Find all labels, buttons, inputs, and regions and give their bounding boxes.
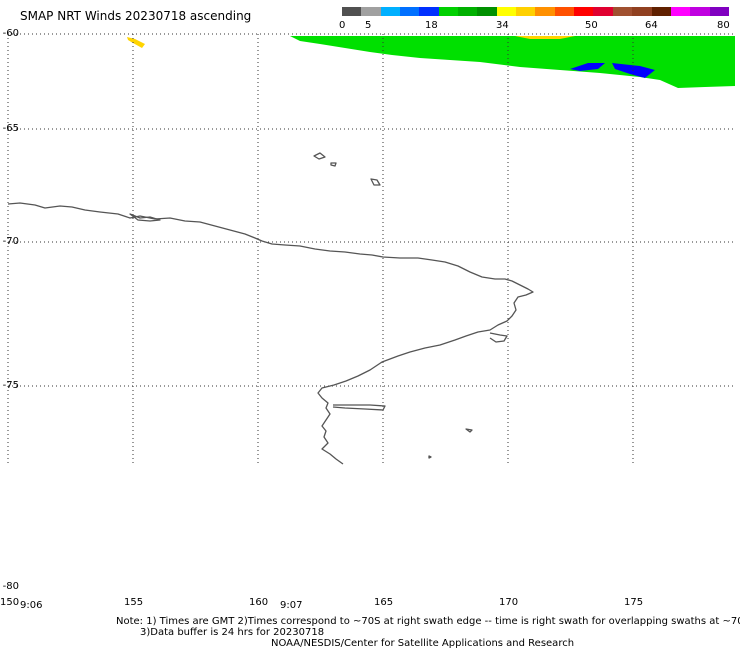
island-small-a [465, 428, 473, 433]
lon-label-170: 170 [499, 597, 519, 608]
coastline-cape [489, 332, 508, 343]
color-scale-segment-10 [535, 7, 555, 16]
lat-label--70: -70 [2, 236, 19, 247]
color-scale-segment-6 [458, 7, 478, 16]
lat-label--80: -80 [2, 581, 19, 592]
color-scale-segment-16 [651, 7, 671, 16]
scale-label-0: 0 [339, 20, 346, 31]
swath-time-1: 9:06 [20, 600, 43, 611]
coastline-inlet [129, 213, 161, 222]
color-scale-segment-2 [380, 7, 401, 16]
wind-speed-color-scale [342, 7, 729, 16]
wind-swath-green [290, 36, 735, 88]
note-line-2: 3)Data buffer is 24 hrs for 20230718 [140, 627, 325, 638]
color-scale-segment-9 [516, 7, 536, 16]
scale-label-5: 5 [365, 20, 372, 31]
island-balleny-b [330, 162, 337, 167]
scale-label-80: 80 [717, 20, 730, 31]
lat-label--60: -60 [2, 28, 19, 39]
scale-label-50: 50 [585, 20, 598, 31]
island-balleny-c [370, 178, 381, 186]
wind-swath-yellow-patch [127, 37, 145, 48]
lat-label--75: -75 [2, 380, 19, 391]
color-scale-segment-3 [400, 7, 420, 16]
color-scale-segment-18 [690, 7, 710, 16]
color-scale-segment-11 [554, 7, 575, 16]
color-scale-segment-13 [593, 7, 613, 16]
map-title: SMAP NRT Winds 20230718 ascending [20, 9, 252, 23]
lon-label-165: 165 [374, 597, 394, 608]
swath-time-2: 9:07 [280, 600, 303, 611]
color-scale-segment-4 [419, 7, 439, 16]
wind-swath [127, 36, 735, 88]
color-scale-segment-12 [574, 7, 594, 16]
lon-label-160: 160 [249, 597, 269, 608]
color-scale-segment-1 [361, 7, 381, 16]
graticule [7, 33, 735, 464]
color-scale-segment-7 [477, 7, 497, 16]
wind-swath-yellow-edge [515, 36, 575, 39]
island-balleny-a [313, 152, 326, 160]
scale-label-34: 34 [496, 20, 509, 31]
lat-label--65: -65 [2, 123, 19, 134]
color-scale-segment-15 [632, 7, 652, 16]
coastline [7, 152, 534, 465]
color-scale-segment-14 [612, 7, 633, 16]
note-line-1: Note: 1) Times are GMT 2)Times correspon… [116, 616, 740, 627]
lon-label-150: 150 [0, 597, 20, 608]
color-scale-segment-8 [496, 7, 517, 16]
wind-swath-blue-a [570, 63, 605, 71]
color-scale-segment-5 [438, 7, 459, 16]
coastline-ice-shelf-edge [332, 404, 386, 411]
scale-label-64: 64 [645, 20, 658, 31]
lon-label-155: 155 [124, 597, 144, 608]
scale-label-18: 18 [425, 20, 438, 31]
coastline-main [7, 202, 534, 465]
color-scale-segment-0 [342, 7, 362, 16]
color-scale-segment-17 [670, 7, 691, 16]
island-small-b [428, 455, 432, 459]
color-scale-segment-19 [709, 7, 729, 16]
lon-label-175: 175 [624, 597, 644, 608]
credit-line: NOAA/NESDIS/Center for Satellite Applica… [271, 638, 575, 649]
